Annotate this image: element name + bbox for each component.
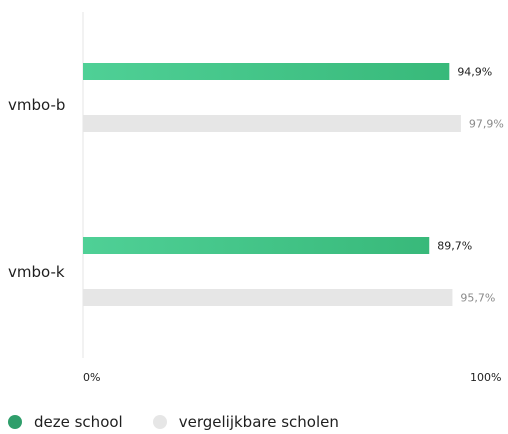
legend-dot-deze-school bbox=[8, 415, 22, 429]
value-label-vmbo-k-vergelijkbare-scholen: 95,7% bbox=[460, 292, 495, 305]
x-tick-label-0: 0% bbox=[83, 371, 100, 384]
value-label-vmbo-b-vergelijkbare-scholen: 97,9% bbox=[469, 118, 504, 131]
value-label-vmbo-k-deze-school: 89,7% bbox=[437, 240, 472, 253]
legend-item-vergelijkbare-scholen: vergelijkbare scholen bbox=[152, 413, 339, 431]
legend-dot-vergelijkbare-scholen bbox=[152, 415, 167, 429]
value-label-vmbo-b-deze-school: 94,9% bbox=[457, 66, 492, 79]
x-tick-label-100: 100% bbox=[470, 371, 501, 384]
bar-vmbo-b-vergelijkbare-scholen bbox=[83, 115, 461, 132]
bar-vmbo-b-deze-school bbox=[83, 63, 450, 80]
legend-label-vergelijkbare-scholen: vergelijkbare scholen bbox=[178, 413, 339, 431]
bars-group: 94,9% 97,9% 89,7% 95,7% bbox=[83, 63, 504, 306]
bar-vmbo-k-deze-school bbox=[83, 237, 430, 254]
legend: deze school vergelijkbare scholen bbox=[8, 413, 369, 431]
legend-item-deze-school: deze school bbox=[8, 413, 123, 431]
category-label-vmbo-b: vmbo-b bbox=[8, 96, 65, 114]
category-label-vmbo-k: vmbo-k bbox=[8, 263, 65, 281]
bar-vmbo-k-vergelijkbare-scholen bbox=[83, 289, 453, 306]
legend-label-deze-school: deze school bbox=[34, 413, 123, 431]
